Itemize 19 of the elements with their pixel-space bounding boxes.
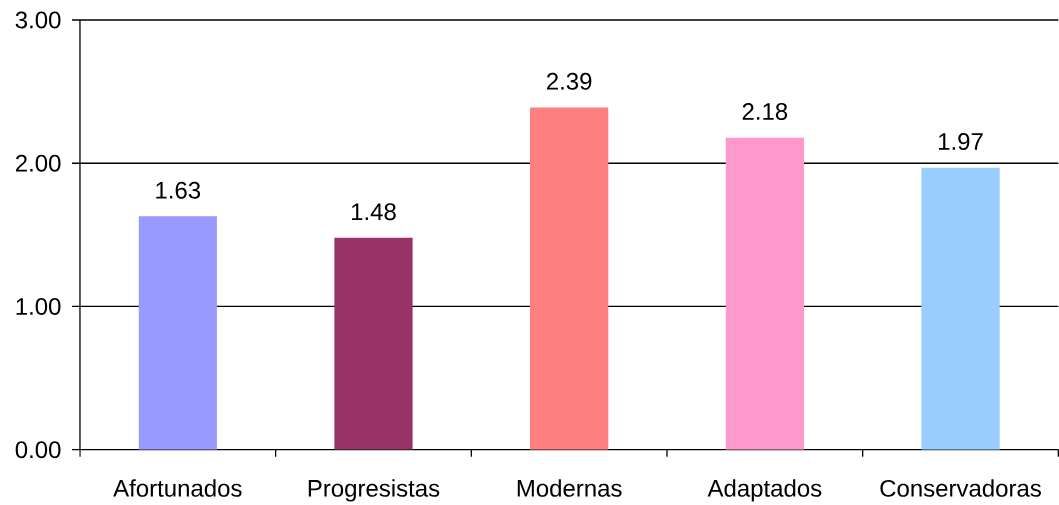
y-tick-label: 3.00 bbox=[15, 11, 61, 29]
bar bbox=[138, 216, 217, 450]
x-tick-label: Modernas bbox=[517, 479, 622, 497]
y-tick-label: 0.00 bbox=[15, 441, 61, 459]
data-label: 1.48 bbox=[351, 203, 396, 221]
data-label: 1.97 bbox=[939, 133, 983, 151]
x-tick-label: Afortunados bbox=[113, 479, 242, 497]
bar bbox=[725, 137, 804, 450]
x-tick-label: Progresistas bbox=[308, 479, 440, 502]
bar bbox=[334, 237, 413, 450]
bar bbox=[530, 107, 609, 450]
y-tick-label: 2.00 bbox=[15, 154, 61, 172]
data-label: 2.39 bbox=[547, 72, 592, 90]
x-tick-label: Adaptados bbox=[707, 479, 822, 502]
y-tick-label: 1.00 bbox=[16, 298, 61, 315]
data-label: 2.18 bbox=[742, 102, 788, 120]
x-tick-label: Conservadoras bbox=[880, 479, 1041, 497]
bar bbox=[921, 167, 1000, 450]
data-label: 1.63 bbox=[156, 181, 201, 199]
